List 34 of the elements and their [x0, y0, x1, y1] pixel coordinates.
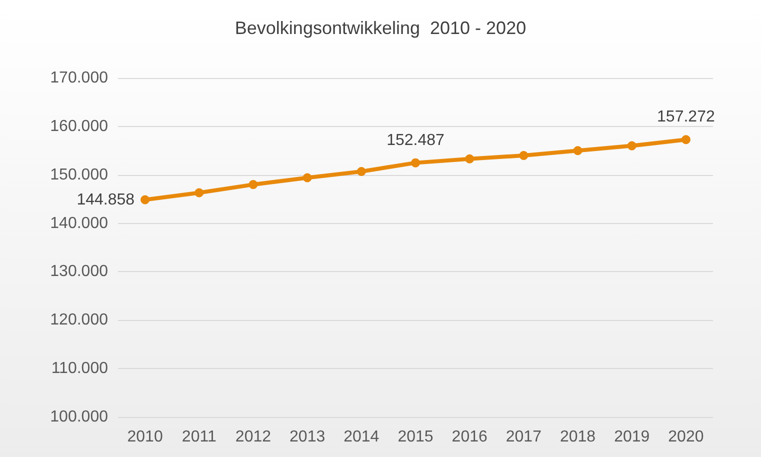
data-label: 157.272 — [657, 108, 715, 126]
x-tick-label: 2011 — [182, 428, 216, 446]
y-tick-label: 170.000 — [50, 70, 108, 86]
point — [465, 154, 474, 164]
x-tick-label: 2020 — [668, 428, 704, 446]
y-tick-label: 160.000 — [50, 118, 108, 135]
point — [681, 135, 690, 144]
point — [411, 158, 420, 168]
x-tick-label: 2013 — [290, 428, 326, 446]
y-tick-label: 140.000 — [50, 214, 108, 232]
x-tick-label: 2017 — [506, 428, 542, 446]
x-tick-label: 2015 — [398, 428, 434, 446]
data-label: 144.858 — [76, 191, 135, 208]
y-tick-label: 130.000 — [50, 263, 108, 280]
point — [248, 180, 258, 190]
y-tick-label: 100.000 — [50, 408, 108, 426]
point — [627, 141, 636, 150]
y-tick-label: 110.000 — [51, 360, 108, 378]
point — [356, 166, 366, 176]
point — [302, 173, 312, 182]
point — [194, 188, 204, 198]
y-tick-label: 120.000 — [50, 312, 108, 329]
x-tick-label: 2019 — [614, 428, 650, 446]
x-tick-label: 2018 — [560, 428, 596, 446]
point — [519, 150, 528, 160]
x-tick-label: 2012 — [235, 428, 272, 446]
data-label: 152.487 — [386, 132, 445, 149]
y-tick-label: 150.000 — [50, 166, 108, 184]
point — [140, 195, 150, 204]
chart-title: Bevolkingsontwikkeling 2010 - 2020 — [234, 18, 526, 38]
x-tick-label: 2016 — [452, 428, 488, 446]
point — [573, 146, 582, 156]
x-tick-label: 2014 — [344, 428, 380, 446]
x-tick-label: 2010 — [127, 428, 163, 446]
